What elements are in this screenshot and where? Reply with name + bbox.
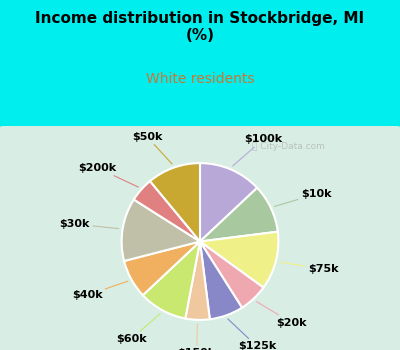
- Text: $125k: $125k: [228, 319, 276, 350]
- Text: $200k: $200k: [78, 163, 138, 187]
- Wedge shape: [185, 241, 210, 320]
- Text: ⓘ City-Data.com: ⓘ City-Data.com: [252, 142, 324, 151]
- Wedge shape: [200, 241, 242, 319]
- Text: $150k: $150k: [178, 324, 216, 350]
- Text: $40k: $40k: [72, 281, 128, 300]
- Text: Income distribution in Stockbridge, MI
(%): Income distribution in Stockbridge, MI (…: [36, 10, 364, 43]
- Wedge shape: [122, 199, 200, 261]
- Wedge shape: [200, 163, 257, 242]
- Wedge shape: [134, 181, 200, 242]
- Text: $60k: $60k: [116, 314, 160, 344]
- Text: $50k: $50k: [132, 132, 172, 164]
- Text: $20k: $20k: [256, 301, 307, 328]
- Text: $75k: $75k: [280, 262, 338, 274]
- Wedge shape: [143, 241, 200, 318]
- Text: White residents: White residents: [146, 72, 254, 86]
- Wedge shape: [200, 241, 264, 308]
- Wedge shape: [200, 232, 278, 288]
- Wedge shape: [124, 241, 200, 295]
- Text: $100k: $100k: [233, 134, 282, 166]
- Wedge shape: [150, 163, 200, 242]
- Wedge shape: [200, 188, 278, 242]
- Text: $30k: $30k: [60, 219, 119, 229]
- Text: $10k: $10k: [274, 189, 331, 206]
